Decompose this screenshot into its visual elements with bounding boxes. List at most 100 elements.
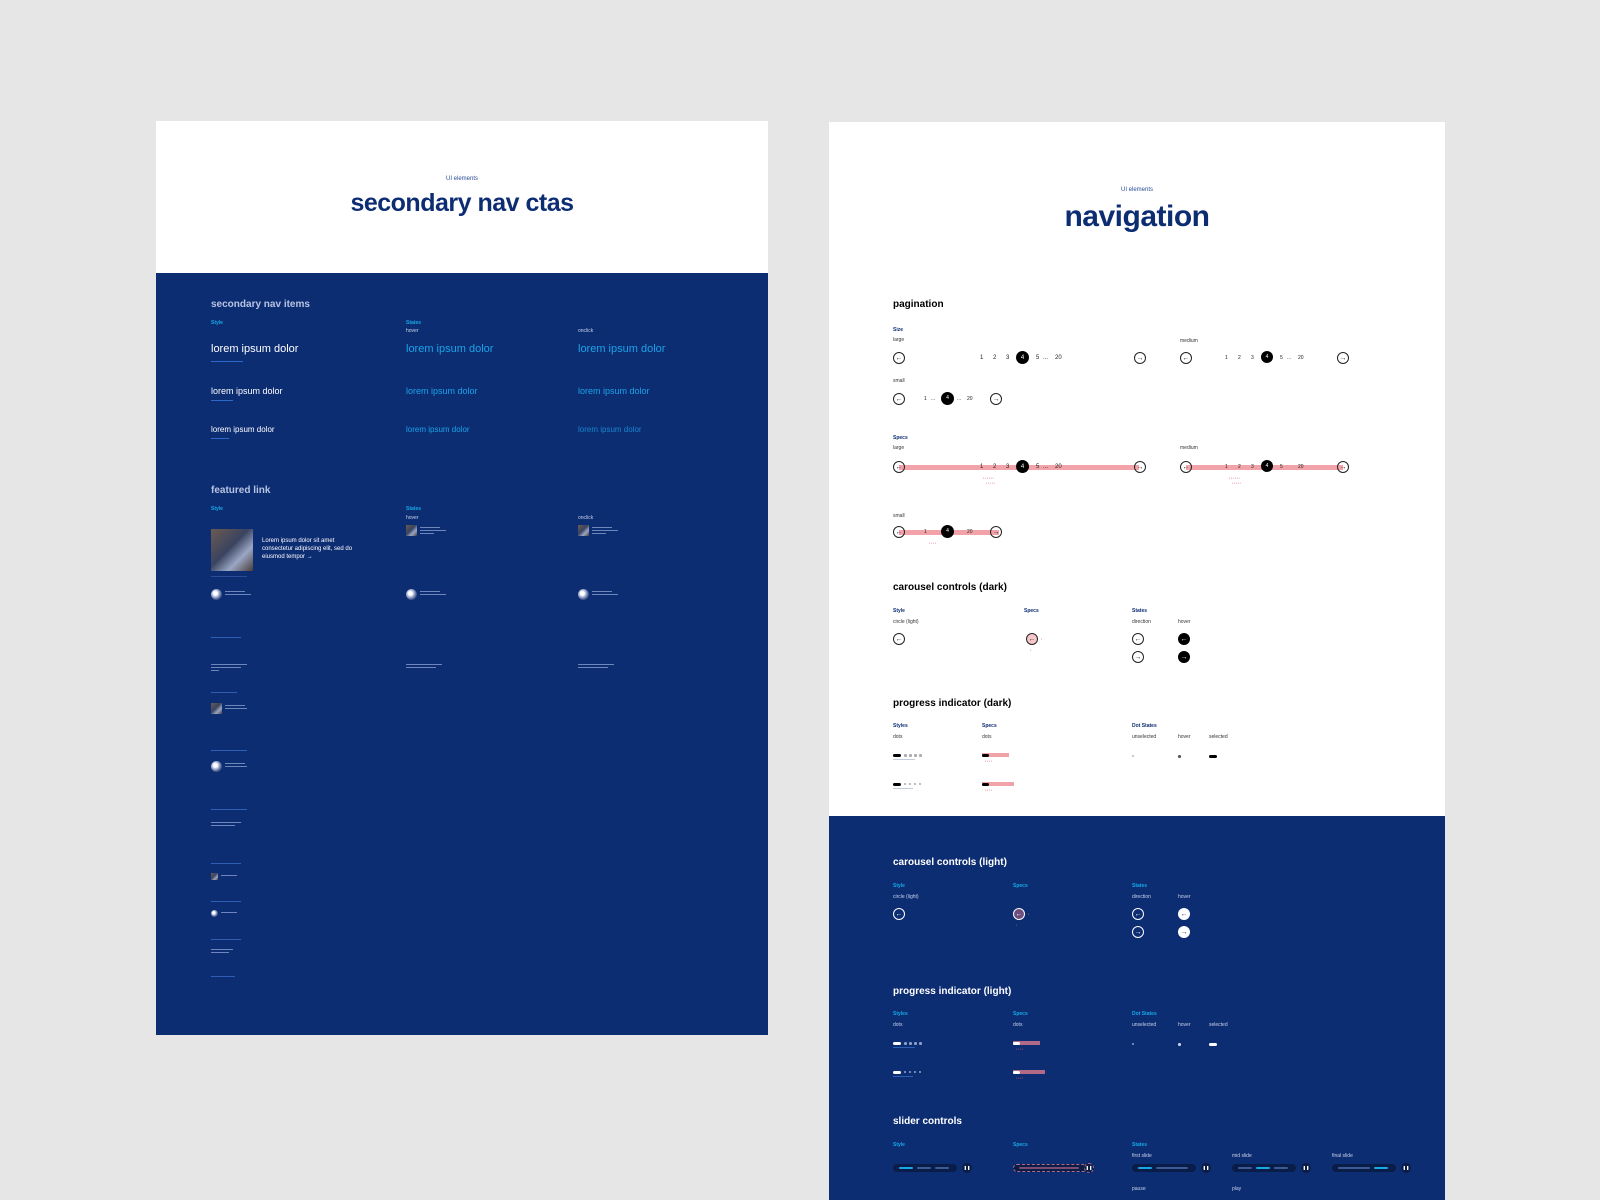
pagination-ellipsis: ...	[931, 396, 936, 402]
slider-final-segment	[1338, 1167, 1370, 1169]
featured-hover-line	[420, 530, 446, 531]
carousel-dark-direction-label: direction	[1132, 619, 1151, 625]
progress-dot[interactable]	[919, 754, 922, 757]
spec-text-line	[211, 825, 235, 826]
slider-final-pause-button[interactable]: ❚❚	[1401, 1163, 1411, 1173]
pagination-page[interactable]: 1	[924, 396, 927, 402]
nav-item-medium-onclick[interactable]: lorem ipsum dolor	[578, 386, 650, 396]
progress-dot[interactable]	[904, 754, 907, 757]
pagination-page[interactable]: 2	[1238, 355, 1241, 361]
pagination-specs-medium-label: medium	[1180, 445, 1198, 451]
nav-item-large[interactable]: lorem ipsum dolor	[211, 343, 299, 355]
carousel-light-hover-next[interactable]: →	[1178, 926, 1190, 938]
progress-light-unselected-label: unselected	[1132, 1022, 1157, 1028]
carousel-light-hover-label: hover	[1178, 894, 1191, 900]
progress-dot-selected[interactable]	[893, 754, 901, 757]
nav-item-small[interactable]: lorem ipsum dolor	[211, 425, 275, 434]
featured-hover-thumbnail[interactable]	[406, 525, 417, 536]
pagination-page[interactable]: 20	[1298, 355, 1304, 361]
spec-caption	[211, 692, 237, 693]
pagination-page[interactable]: 20	[1055, 355, 1062, 361]
featured-onclick-thumbnail[interactable]	[578, 525, 589, 536]
carousel-light-prev-button[interactable]: ←	[893, 908, 905, 920]
pagination-ellipsis: ...	[957, 396, 962, 402]
slider-mid-pause-button[interactable]: ❚❚	[1301, 1163, 1311, 1173]
progress-light-dot-selected[interactable]	[893, 1071, 901, 1074]
carousel-dark-hover-next[interactable]: →	[1178, 651, 1190, 663]
progress-dark-hover-label: hover	[1178, 734, 1191, 740]
featured-round-hover-thumbnail[interactable]	[406, 589, 417, 600]
carousel-light-direction-prev[interactable]: ←	[1132, 908, 1144, 920]
progress-light-dot[interactable]	[904, 1071, 906, 1073]
carousel-light-direction-next[interactable]: →	[1132, 926, 1144, 938]
spec-large-next-button: →	[1134, 461, 1146, 473]
pagination-prev-button[interactable]: ←	[893, 352, 905, 364]
featured-round-line	[225, 591, 245, 592]
progress-dot[interactable]	[904, 783, 906, 785]
pagination-page[interactable]: 2	[993, 355, 997, 361]
carousel-dark-spec-button: ←	[1026, 633, 1038, 645]
progress-light-dot[interactable]	[909, 1042, 912, 1045]
nav-item-medium[interactable]: lorem ipsum dolor	[211, 386, 283, 396]
arrow-right-icon: →	[1136, 354, 1144, 362]
pagination-medium-prev-button[interactable]: ←	[1180, 352, 1192, 364]
pagination-medium-current-page[interactable]: 4	[1261, 351, 1273, 363]
arrow-left-icon: ←	[895, 354, 903, 362]
progress-spec-bar	[982, 753, 1009, 757]
pagination-page[interactable]: 1	[980, 355, 984, 361]
arrow-left-icon: ←	[895, 395, 903, 403]
pagination-page[interactable]: 3	[1006, 355, 1010, 361]
carousel-dark-direction-next[interactable]: →	[1132, 651, 1144, 663]
pagination-small-next-button[interactable]: →	[990, 393, 1002, 405]
progress-dot[interactable]	[914, 783, 916, 785]
progress-light-dot[interactable]	[914, 1042, 917, 1045]
featured-round-thumbnail[interactable]	[211, 589, 222, 600]
pagination-small-current-page[interactable]: 4	[941, 392, 954, 405]
progress-dot[interactable]	[909, 754, 912, 757]
pagination-page[interactable]: 20	[967, 396, 973, 402]
pagination-size-label: Size	[893, 327, 904, 333]
progress-light-dot[interactable]	[909, 1071, 911, 1073]
dot-state-light-selected	[1209, 1043, 1217, 1046]
progress-light-dot[interactable]	[904, 1042, 907, 1045]
featured-link-text[interactable]: Lorem ipsum dolor sit amet consectetur a…	[262, 537, 352, 561]
slider-first-pause-button[interactable]: ❚❚	[1201, 1163, 1211, 1173]
progress-dot[interactable]	[914, 754, 917, 757]
featured-round-onclick-thumbnail[interactable]	[578, 589, 589, 600]
pagination-page[interactable]: 5	[1280, 355, 1283, 361]
nav-item-small-hover[interactable]: lorem ipsum dolor	[406, 425, 470, 434]
nav-item-large-onclick[interactable]: lorem ipsum dolor	[578, 343, 666, 355]
carousel-dark-hover-prev[interactable]: ←	[1178, 633, 1190, 645]
featured-thumbnail[interactable]	[211, 529, 253, 571]
progress-light-dot[interactable]	[919, 1042, 922, 1045]
pagination-small-prev-button[interactable]: ←	[893, 393, 905, 405]
nav-item-small-onclick[interactable]: lorem ipsum dolor	[578, 425, 642, 434]
carousel-dark-direction-prev[interactable]: ←	[1132, 633, 1144, 645]
arrow-right-icon: →	[1339, 463, 1347, 471]
progress-light-dot[interactable]	[919, 1071, 921, 1073]
slider-first-progress	[1138, 1167, 1152, 1169]
pagination-current-page[interactable]: 4	[1016, 351, 1029, 364]
pagination-page[interactable]: 5	[1036, 355, 1040, 361]
nav-item-medium-hover[interactable]: lorem ipsum dolor	[406, 386, 478, 396]
pagination-page[interactable]: 1	[1225, 355, 1228, 361]
carousel-dark-specs-label: Specs	[1024, 608, 1039, 614]
slider-mid-progress	[1256, 1167, 1270, 1169]
progress-light-dot[interactable]	[914, 1071, 916, 1073]
carousel-dark-circle-label: circle (light)	[893, 619, 919, 625]
nav-item-large-hover[interactable]: lorem ipsum dolor	[406, 343, 494, 355]
spec-annotation: ▪ ▪ ▪ ▪	[985, 759, 992, 763]
pagination-next-button[interactable]: →	[1134, 352, 1146, 364]
carousel-light-hover-prev[interactable]: ←	[1178, 908, 1190, 920]
spec-text-line	[211, 822, 241, 823]
progress-dot-selected[interactable]	[893, 783, 901, 786]
progress-dot[interactable]	[909, 783, 911, 785]
carousel-dark-prev-button[interactable]: ←	[893, 633, 905, 645]
slider-pause-button[interactable]: ❚❚	[962, 1163, 972, 1173]
progress-dot[interactable]	[919, 783, 921, 785]
slider-play-label: play	[1232, 1186, 1242, 1192]
spec-annotation: ▪ ▪ ▪ ▪	[929, 541, 936, 545]
pagination-page[interactable]: 3	[1251, 355, 1254, 361]
pagination-medium-next-button[interactable]: →	[1337, 352, 1349, 364]
progress-light-dot-selected[interactable]	[893, 1042, 901, 1045]
